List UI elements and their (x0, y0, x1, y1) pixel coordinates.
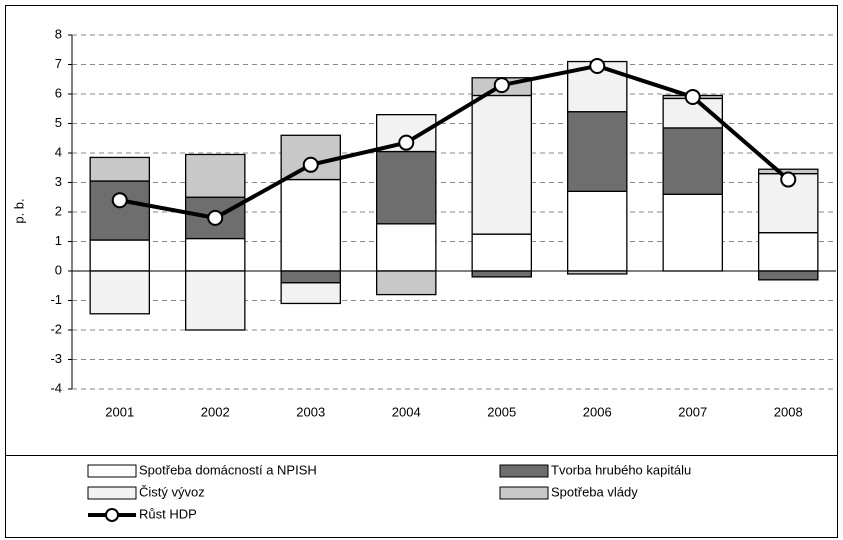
y-tick-label: 3 (55, 174, 62, 189)
line-point (493, 77, 510, 94)
x-tick-label: 2001 (105, 404, 134, 419)
legend-label: Spotřeba vlády (551, 484, 638, 499)
bar-segment (89, 156, 151, 182)
bar-segment (89, 239, 151, 272)
y-tick-label: -4 (50, 380, 62, 395)
legend-swatch (87, 486, 137, 500)
bar-segment (375, 223, 437, 272)
y-tick-label: -3 (50, 351, 62, 366)
bar-segment (566, 190, 628, 272)
bar-segment (280, 178, 342, 272)
y-tick-label: 7 (55, 56, 62, 71)
y-tick-label: 2 (55, 203, 62, 218)
y-tick-label: -2 (50, 321, 62, 336)
legend-swatch (499, 464, 549, 478)
bar-segment (375, 270, 437, 296)
x-tick-label: 2004 (392, 404, 421, 419)
bar-segment (662, 193, 724, 272)
y-tick-label: 0 (55, 262, 62, 277)
y-axis-label: p. b. (11, 198, 26, 223)
legend-marker (105, 508, 119, 522)
bar-segment (184, 153, 246, 198)
line-point (589, 57, 606, 74)
bar-segment (280, 282, 342, 305)
line-point (207, 209, 224, 226)
bar-segment (375, 150, 437, 225)
x-tick-label: 2007 (678, 404, 707, 419)
y-tick-label: -1 (50, 292, 62, 307)
bar-segment (184, 270, 246, 331)
bar-segment (471, 233, 533, 272)
legend-label: Tvorba hrubého kapitálu (551, 462, 691, 477)
y-tick-label: 4 (55, 144, 62, 159)
line-point (111, 192, 128, 209)
legend-label: Čistý vývoz (139, 484, 205, 499)
bar-segment (280, 270, 342, 284)
legend-label: Růst HDP (139, 506, 197, 521)
legend-swatch (87, 464, 137, 478)
x-tick-label: 2006 (583, 404, 612, 419)
line-point (302, 156, 319, 173)
line-point (780, 171, 797, 188)
bar-segment (757, 270, 819, 281)
x-tick-label: 2002 (201, 404, 230, 419)
bar-segment (89, 180, 151, 241)
legend-swatch (499, 486, 549, 500)
y-tick-label: 6 (55, 85, 62, 100)
bar-segment (471, 94, 533, 235)
bar-segment (184, 237, 246, 272)
bar-segment (89, 270, 151, 315)
y-tick-label: 8 (55, 26, 62, 41)
bar-segment (471, 270, 533, 278)
x-tick-label: 2003 (296, 404, 325, 419)
bar-segment (662, 127, 724, 195)
y-tick-label: 1 (55, 233, 62, 248)
x-tick-label: 2008 (774, 404, 803, 419)
bar-segment (566, 111, 628, 192)
y-tick-label: 5 (55, 115, 62, 130)
line-series (119, 63, 790, 220)
line-point (684, 88, 701, 105)
line-point (398, 134, 415, 151)
x-tick-label: 2005 (487, 404, 516, 419)
legend-frame (5, 455, 838, 538)
legend-label: Spotřeba domácností a NPISH (139, 462, 317, 477)
bar-segment (757, 231, 819, 272)
